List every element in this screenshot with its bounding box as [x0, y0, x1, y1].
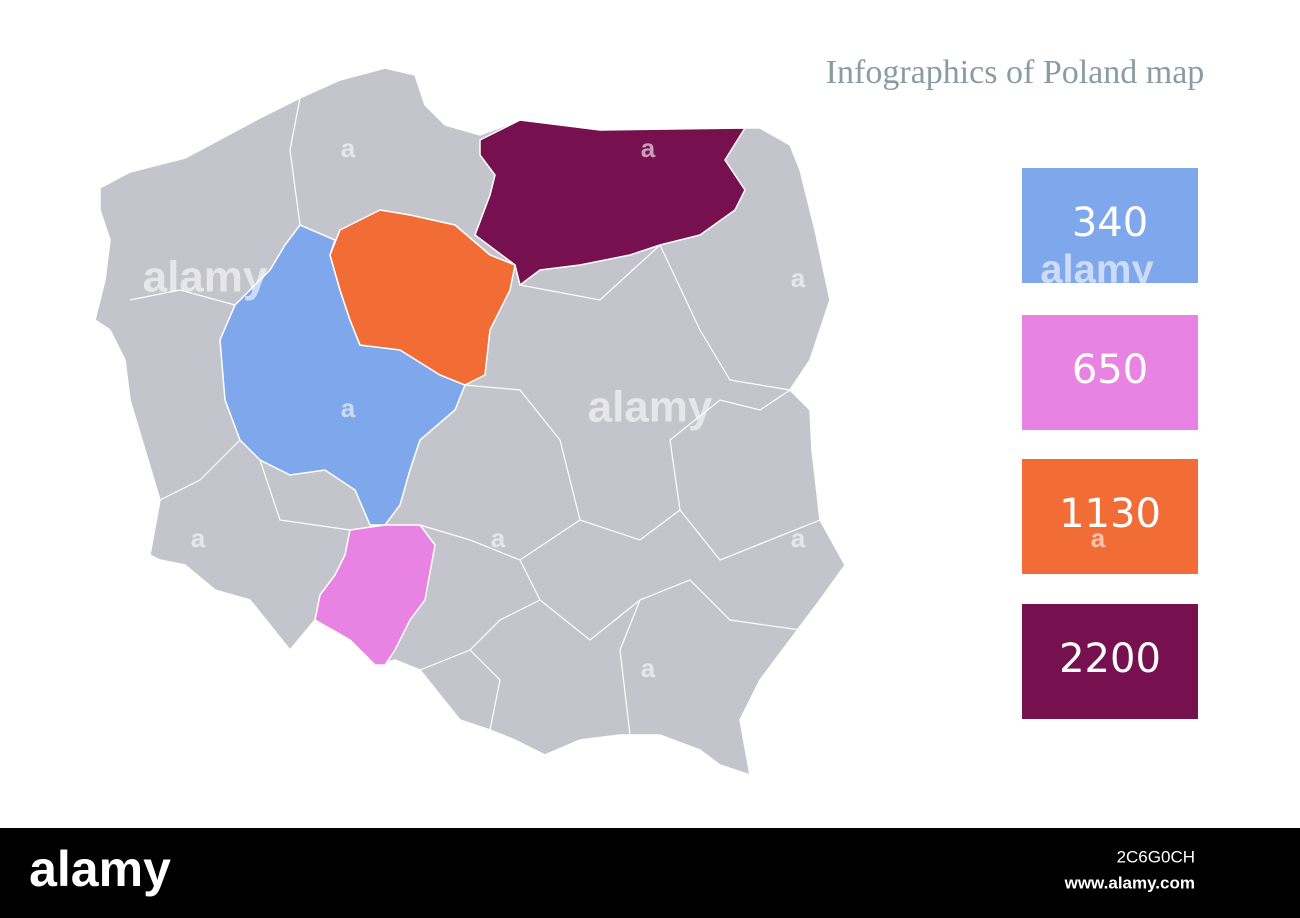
watermark-mark: a: [341, 653, 356, 683]
watermark-mark: a: [791, 523, 806, 553]
region: [474, 119, 747, 287]
watermark-mark: a: [341, 133, 356, 163]
region: [329, 209, 516, 386]
watermark-mark: a: [1091, 523, 1106, 553]
legend-box: [1022, 604, 1198, 719]
watermark: alamy: [588, 383, 713, 432]
legend-value: 340: [1072, 200, 1148, 246]
watermark-mark: a: [341, 393, 356, 423]
region-borders: [129, 97, 821, 736]
watermark: alamy: [143, 253, 268, 302]
watermark-mark: a: [791, 263, 806, 293]
footer-url: www.alamy.com: [1064, 873, 1195, 892]
legend-box: [1022, 168, 1198, 283]
legend-value: 650: [1072, 347, 1148, 393]
watermark-mark: a: [641, 133, 656, 163]
region: [314, 524, 436, 666]
watermark-mark: a: [491, 523, 506, 553]
legend-value: 1130: [1059, 491, 1161, 537]
title: Infographics of Poland map: [826, 54, 1205, 91]
legend-value: 2200: [1059, 636, 1161, 682]
legend-box: [1022, 459, 1198, 574]
watermark: alamy: [1040, 248, 1154, 292]
footer-brand: alamy: [29, 841, 171, 897]
watermark-mark: a: [641, 653, 656, 683]
image-id: 2C6G0CH: [1117, 847, 1195, 866]
watermark-mark: a: [191, 523, 206, 553]
legend-box: [1022, 315, 1198, 430]
footer-bar: [0, 828, 1300, 918]
